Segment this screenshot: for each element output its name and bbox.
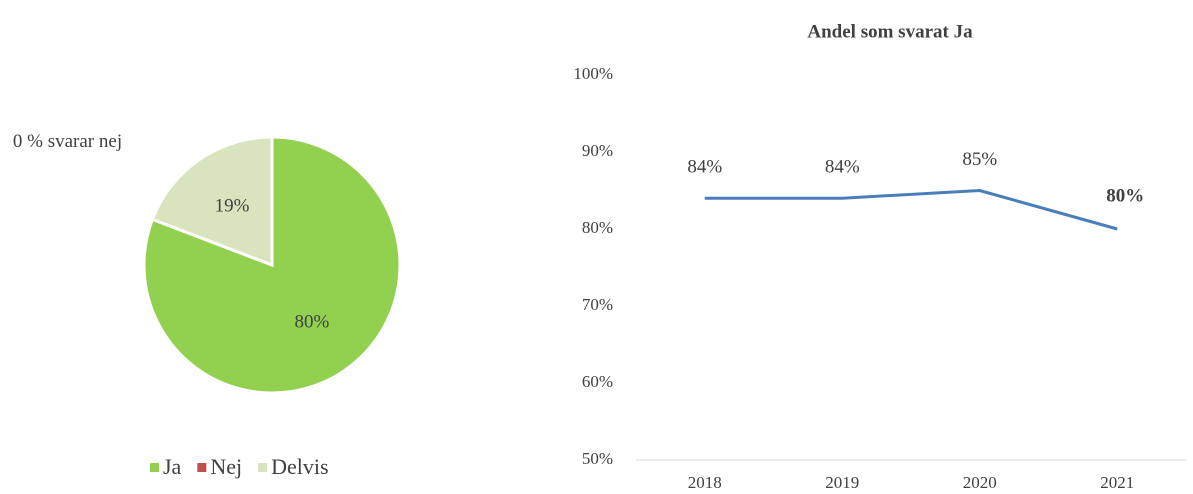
data-label: 80% [1106, 185, 1144, 206]
x-tick-label: 2018 [688, 473, 722, 492]
y-tick-label: 60% [582, 372, 613, 391]
legend-swatch [197, 463, 207, 472]
slice-label: 19% [215, 195, 250, 216]
pie-slice [150, 135, 274, 268]
legend-swatch [258, 463, 268, 472]
data-label: 85% [962, 149, 997, 170]
data-line [704, 188, 1118, 231]
y-tick-label: 80% [582, 218, 613, 237]
slice-label: 80% [295, 311, 330, 332]
x-tick-label: 2020 [963, 473, 997, 492]
data-label: 84% [825, 157, 860, 178]
x-tick-label: 2019 [825, 473, 859, 492]
pie-annotation: 0 % svarar nej [12, 131, 123, 152]
x-tick-label: 2021 [1100, 473, 1134, 492]
legend-label: Ja [163, 454, 182, 479]
chart-title: Andel som svarat Ja [807, 21, 973, 42]
y-tick-label: 50% [582, 449, 613, 468]
data-label: 84% [687, 157, 722, 178]
y-tick-label: 70% [582, 295, 613, 314]
y-tick-label: 100% [573, 64, 613, 83]
legend-swatch [150, 463, 159, 472]
legend-label: Delvis [271, 454, 328, 479]
legend-label: Nej [210, 454, 242, 479]
y-tick-label: 90% [582, 141, 613, 160]
pie-slice [142, 135, 402, 395]
